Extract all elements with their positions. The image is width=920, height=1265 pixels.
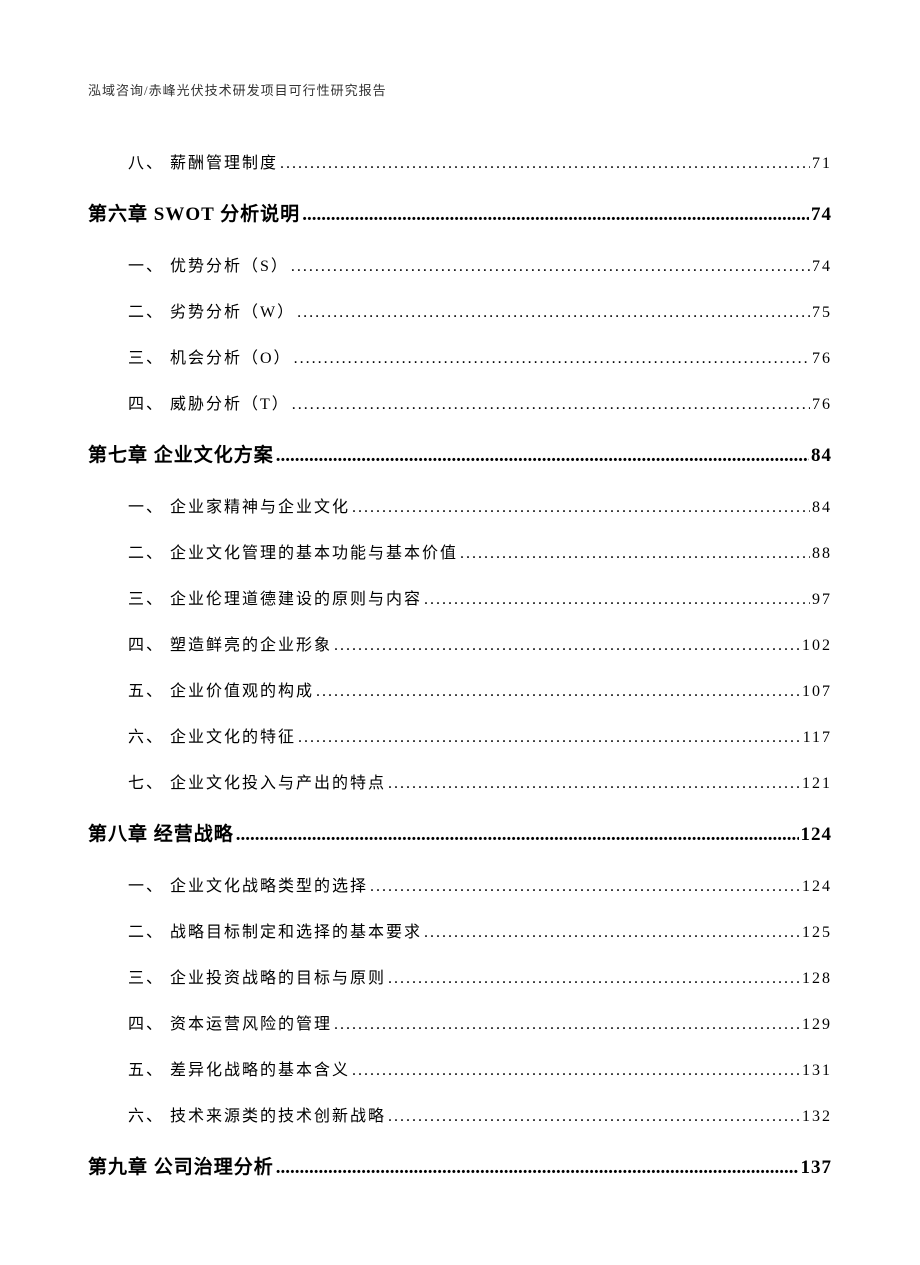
toc-entry-page: 74 (811, 204, 832, 226)
page-header: 泓域咨询/赤峰光伏技术研发项目可行性研究报告 (88, 80, 832, 99)
toc-sub-entry: 三、 企业投资战略的目标与原则.........................… (88, 964, 832, 988)
toc-sub-entry: 五、 企业价值观的构成.............................… (88, 677, 832, 701)
toc-entry-page: 84 (811, 445, 832, 467)
toc-entry-label: 三、 企业投资战略的目标与原则 (128, 964, 386, 988)
toc-chapter-entry: 第九章 公司治理分析..............................… (88, 1152, 832, 1179)
toc-entry-label: 六、 企业文化的特征 (128, 723, 296, 747)
toc-sub-entry: 三、 企业伦理道德建设的原则与内容.......................… (88, 585, 832, 609)
toc-sub-entry: 六、 企业文化的特征..............................… (88, 723, 832, 747)
toc-sub-entry: 四、 塑造鲜亮的企业形象............................… (88, 631, 832, 655)
toc-entry-page: 76 (812, 350, 832, 368)
toc-chapter-entry: 第七章 企业文化方案..............................… (88, 440, 832, 467)
toc-leader-dots: ........................................… (424, 591, 810, 609)
toc-entry-page: 84 (812, 499, 832, 517)
toc-entry-label: 八、 薪酬管理制度 (128, 149, 278, 173)
toc-entry-label: 第八章 经营战略 (88, 819, 234, 846)
toc-entry-page: 107 (802, 683, 832, 701)
toc-entry-label: 四、 资本运营风险的管理 (128, 1010, 332, 1034)
toc-leader-dots: ........................................… (388, 1108, 800, 1126)
toc-leader-dots: ........................................… (334, 637, 800, 655)
toc-sub-entry: 三、 机会分析（O）..............................… (88, 344, 832, 368)
toc-entry-label: 二、 战略目标制定和选择的基本要求 (128, 918, 422, 942)
toc-entry-page: 71 (812, 155, 832, 173)
toc-entry-page: 124 (801, 824, 833, 846)
toc-leader-dots: ........................................… (460, 545, 810, 563)
toc-sub-entry: 四、 资本运营风险的管理............................… (88, 1010, 832, 1034)
toc-entry-page: 125 (802, 924, 832, 942)
toc-entry-label: 四、 塑造鲜亮的企业形象 (128, 631, 332, 655)
toc-sub-entry: 四、 威胁分析（T）..............................… (88, 390, 832, 414)
toc-sub-entry: 一、 企业家精神与企业文化...........................… (88, 493, 832, 517)
toc-entry-label: 第九章 公司治理分析 (88, 1152, 274, 1179)
toc-entry-page: 124 (802, 878, 832, 896)
toc-leader-dots: ........................................… (316, 683, 800, 701)
document-page: 泓域咨询/赤峰光伏技术研发项目可行性研究报告 八、 薪酬管理制度........… (0, 0, 920, 1265)
toc-leader-dots: ........................................… (424, 924, 800, 942)
toc-leader-dots: ........................................… (302, 204, 809, 226)
toc-sub-entry: 八、 薪酬管理制度...............................… (88, 149, 832, 173)
toc-entry-page: 76 (812, 396, 832, 414)
toc-entry-page: 75 (812, 304, 832, 322)
toc-leader-dots: ........................................… (292, 396, 810, 414)
toc-leader-dots: ........................................… (276, 1157, 799, 1179)
toc-entry-page: 102 (802, 637, 832, 655)
toc-entry-page: 117 (803, 729, 832, 747)
toc-sub-entry: 五、 差异化战略的基本含义...........................… (88, 1056, 832, 1080)
toc-leader-dots: ........................................… (236, 824, 799, 846)
toc-leader-dots: ........................................… (352, 1062, 800, 1080)
toc-entry-label: 第六章 SWOT 分析说明 (88, 199, 300, 226)
toc-sub-entry: 一、 企业文化战略类型的选择..........................… (88, 872, 832, 896)
toc-leader-dots: ........................................… (291, 258, 810, 276)
toc-entry-label: 三、 企业伦理道德建设的原则与内容 (128, 585, 422, 609)
toc-entry-label: 二、 劣势分析（W） (128, 298, 295, 322)
toc-leader-dots: ........................................… (298, 729, 801, 747)
toc-sub-entry: 二、 战略目标制定和选择的基本要求.......................… (88, 918, 832, 942)
toc-leader-dots: ........................................… (280, 155, 810, 173)
table-of-contents: 八、 薪酬管理制度...............................… (88, 149, 832, 1179)
toc-entry-label: 一、 企业文化战略类型的选择 (128, 872, 368, 896)
toc-entry-label: 五、 企业价值观的构成 (128, 677, 314, 701)
toc-entry-page: 97 (812, 591, 832, 609)
toc-entry-label: 六、 技术来源类的技术创新战略 (128, 1102, 386, 1126)
toc-leader-dots: ........................................… (370, 878, 800, 896)
toc-entry-label: 一、 企业家精神与企业文化 (128, 493, 350, 517)
toc-entry-label: 三、 机会分析（O） (128, 344, 292, 368)
toc-sub-entry: 七、 企业文化投入与产出的特点.........................… (88, 769, 832, 793)
toc-leader-dots: ........................................… (297, 304, 810, 322)
toc-entry-page: 137 (801, 1157, 833, 1179)
toc-entry-page: 129 (802, 1016, 832, 1034)
toc-entry-label: 一、 优势分析（S） (128, 252, 289, 276)
toc-leader-dots: ........................................… (294, 350, 810, 368)
toc-sub-entry: 六、 技术来源类的技术创新战略.........................… (88, 1102, 832, 1126)
toc-chapter-entry: 第八章 经营战略................................… (88, 819, 832, 846)
toc-leader-dots: ........................................… (352, 499, 810, 517)
toc-leader-dots: ........................................… (334, 1016, 800, 1034)
toc-chapter-entry: 第六章 SWOT 分析说明...........................… (88, 199, 832, 226)
toc-entry-label: 第七章 企业文化方案 (88, 440, 274, 467)
toc-entry-label: 二、 企业文化管理的基本功能与基本价值 (128, 539, 458, 563)
toc-entry-page: 132 (802, 1108, 832, 1126)
toc-entry-page: 131 (802, 1062, 832, 1080)
toc-entry-page: 74 (812, 258, 832, 276)
toc-entry-label: 七、 企业文化投入与产出的特点 (128, 769, 386, 793)
toc-leader-dots: ........................................… (388, 775, 800, 793)
toc-entry-page: 121 (802, 775, 832, 793)
toc-sub-entry: 二、 企业文化管理的基本功能与基本价值.....................… (88, 539, 832, 563)
toc-leader-dots: ........................................… (276, 445, 809, 467)
toc-sub-entry: 一、 优势分析（S）..............................… (88, 252, 832, 276)
toc-entry-label: 四、 威胁分析（T） (128, 390, 290, 414)
toc-leader-dots: ........................................… (388, 970, 800, 988)
toc-entry-label: 五、 差异化战略的基本含义 (128, 1056, 350, 1080)
toc-entry-page: 88 (812, 545, 832, 563)
toc-sub-entry: 二、 劣势分析（W）..............................… (88, 298, 832, 322)
toc-entry-page: 128 (802, 970, 832, 988)
